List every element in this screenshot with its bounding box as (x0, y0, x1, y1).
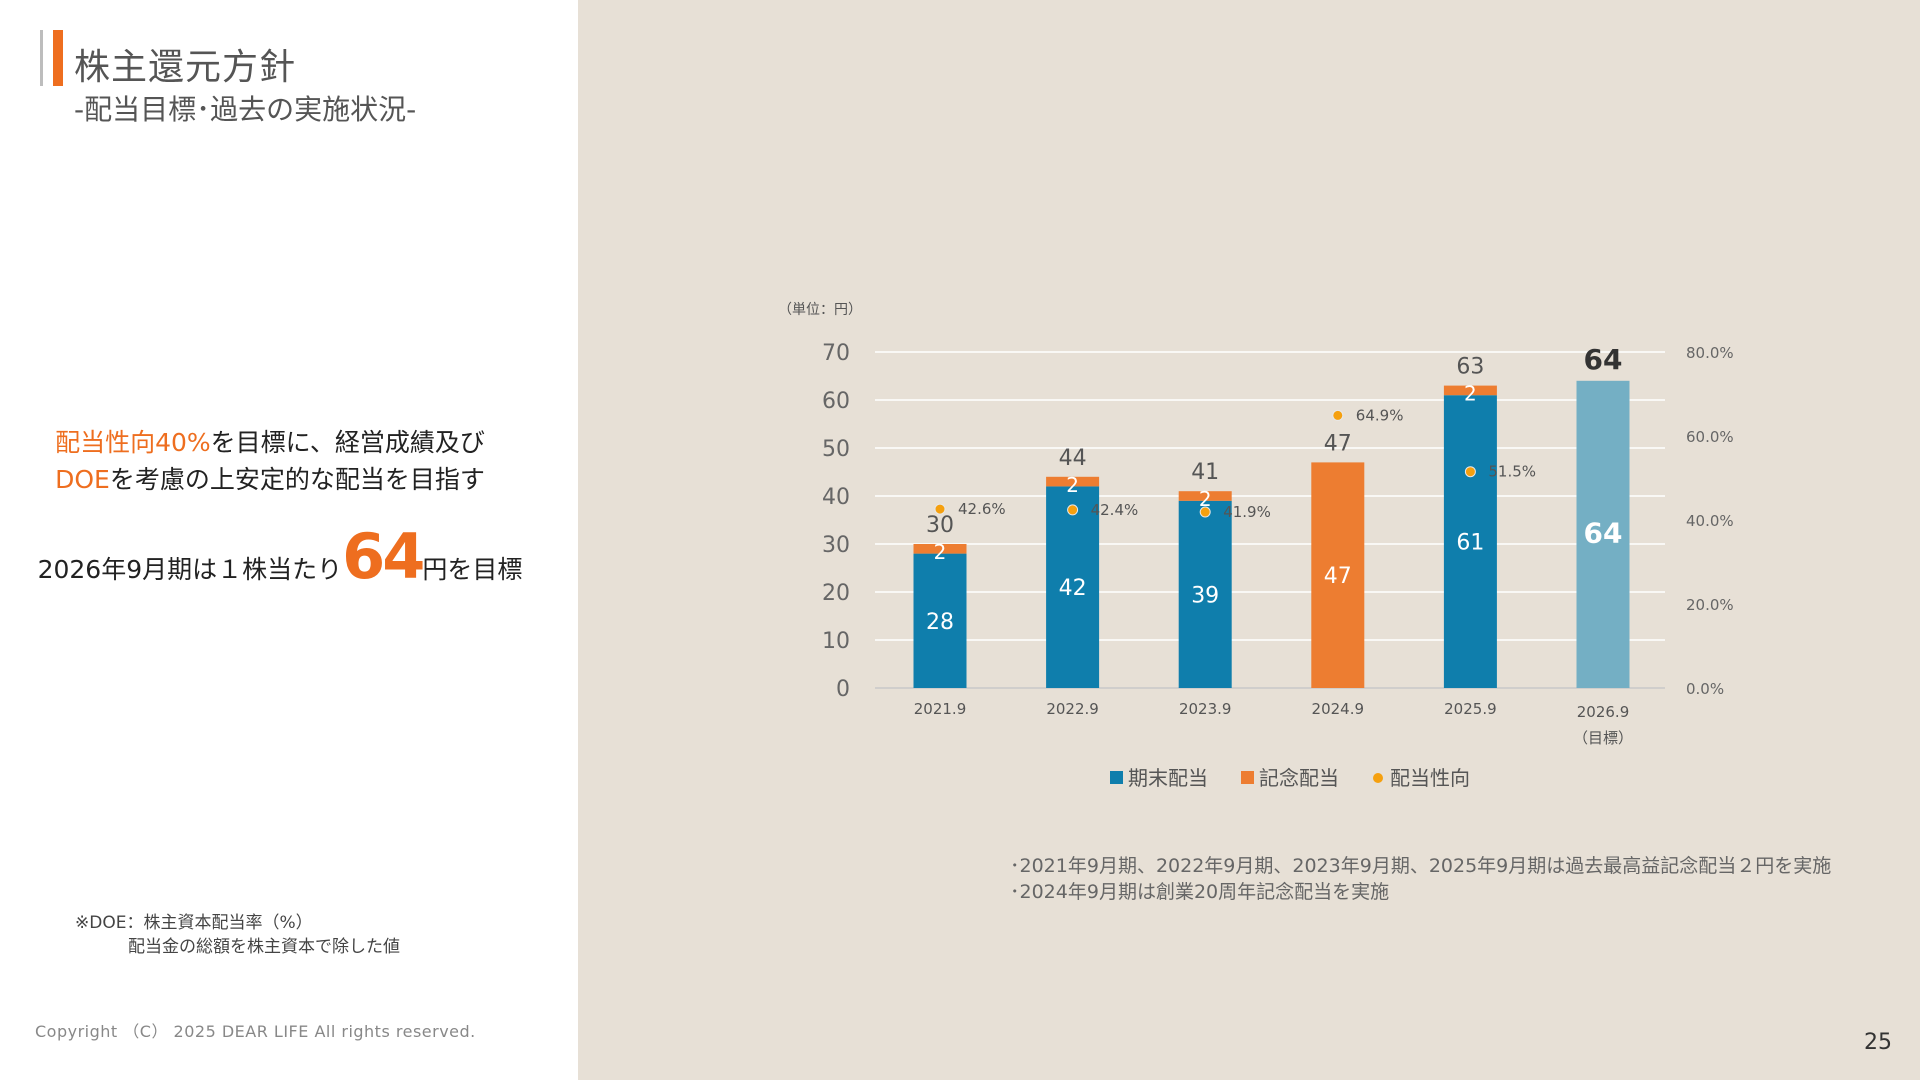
page-subtitle: -配当目標･過去の実施状況- (74, 93, 417, 126)
bar-year-end-label: 42 (1059, 576, 1087, 601)
bar-commemorative (1443, 385, 1497, 396)
dividend-target: 2026年9月期は１株当たり64円を目標 (0, 520, 560, 593)
y-tick-label: 30 (822, 533, 850, 558)
bar-commemorative (1311, 462, 1365, 688)
payout-ratio-label: 41.9% (1223, 503, 1271, 521)
bar-commemorative (1178, 491, 1232, 501)
x-tick-label: 2021.9 (914, 700, 967, 718)
payout-ratio-marker (934, 503, 946, 515)
policy-text-1: を目標に、経営成績及び (210, 428, 485, 457)
bar-year-end (1443, 395, 1497, 688)
page-number: 25 (1864, 1030, 1892, 1055)
bar-commemorative-label: 2 (1199, 487, 1212, 511)
bar-commemorative-label: 2 (1066, 473, 1079, 497)
bar-year-end (1046, 486, 1100, 688)
bar-year-end (1576, 380, 1630, 688)
chart-notes: ･2021年9月期、2022年9月期、2023年9月期、2025年9月期は過去最… (1010, 853, 1831, 905)
legend-swatch-payout (1373, 773, 1383, 783)
payout-ratio-marker (1199, 506, 1211, 518)
x-tick-label: 2022.9 (1046, 700, 1099, 718)
bar-commemorative (1046, 476, 1100, 487)
y-tick-label: 60 (822, 389, 850, 414)
policy-emphasis-doe: DOE (55, 465, 110, 494)
x-tick-label: 2025.9 (1444, 700, 1497, 718)
y2-tick-label: 80.0% (1686, 344, 1734, 362)
legend-swatch-commemorative (1241, 771, 1254, 784)
bar-total-label: 30 (926, 513, 954, 538)
page-title: 株主還元方針 (74, 47, 297, 88)
y2-tick-label: 40.0% (1686, 512, 1734, 530)
bar-total-label: 63 (1456, 355, 1484, 380)
bar-year-end-label: 39 (1191, 583, 1219, 608)
title-accent-thin (40, 30, 43, 86)
y2-tick-label: 0.0% (1686, 680, 1724, 698)
chart-note-1: ･2021年9月期、2022年9月期、2023年9月期、2025年9月期は過去最… (1010, 855, 1832, 877)
policy-emphasis-payout: 配当性向40% (55, 428, 211, 457)
target-suffix: 円を目標 (422, 555, 523, 584)
title-accent-bar (53, 30, 63, 86)
legend-swatch-year-end (1110, 771, 1123, 784)
x-tick-label: 2026.9 (1577, 703, 1630, 721)
unit-label: （単位：円） (778, 302, 862, 318)
x-tick-label: 2023.9 (1179, 700, 1232, 718)
policy-text-2: を考慮の上安定的な配当を目指す (109, 465, 485, 494)
bar-commemorative-label: 2 (1464, 382, 1477, 406)
y-tick-label: 10 (822, 629, 850, 654)
y-tick-label: 70 (822, 341, 850, 366)
payout-ratio-label: 42.4% (1091, 501, 1139, 519)
legend-label-year-end: 期末配当 (1128, 766, 1208, 790)
payout-ratio-label: 42.6% (958, 500, 1006, 518)
x-tick-sublabel: （目標） (1573, 729, 1633, 747)
payout-ratio-marker (1332, 409, 1344, 421)
chart-panel (578, 0, 1920, 1080)
bar-commemorative (913, 544, 967, 554)
bar-total-label: 41 (1191, 460, 1219, 485)
y-tick-label: 0 (836, 677, 850, 702)
bar-year-end-label: 61 (1456, 531, 1484, 556)
bar-total-label: 64 (1584, 343, 1623, 376)
bar-total-label: 47 (1324, 431, 1352, 456)
legend-label-commemorative: 記念配当 (1259, 766, 1339, 790)
bar-year-end (1178, 500, 1232, 688)
dividend-policy: 配当性向40%を目標に、経営成績及び DOEを考慮の上安定的な配当を目指す (0, 424, 540, 498)
copyright: Copyright （C） 2025 DEAR LIFE All rights … (35, 1022, 476, 1041)
y-tick-label: 20 (822, 581, 850, 606)
target-prefix: 2026年9月期は１株当たり (37, 555, 343, 584)
payout-ratio-label: 64.9% (1356, 406, 1404, 424)
payout-ratio-marker (1464, 466, 1476, 478)
bar-year-end (913, 553, 967, 688)
y-tick-label: 40 (822, 485, 850, 510)
bar-year-end-label: 64 (1584, 516, 1623, 549)
bar-commemorative-label: 2 (934, 540, 947, 564)
left-panel: 株主還元方針 -配当目標･過去の実施状況- 配当性向40%を目標に、経営成績及び… (0, 0, 578, 1080)
payout-ratio-marker (1067, 504, 1079, 516)
bar-year-end-label: 28 (926, 610, 954, 635)
doe-footnote: ※DOE：株主資本配当率（%） 配当金の総額を株主資本で除した値 (75, 911, 400, 959)
chart-note-2: ･2024年9月期は創業20周年記念配当を実施 (1010, 881, 1390, 903)
y-tick-label: 50 (822, 437, 850, 462)
x-tick-label: 2024.9 (1312, 700, 1365, 718)
y2-tick-label: 20.0% (1686, 596, 1734, 614)
target-value: 64 (342, 520, 425, 593)
payout-ratio-label: 51.5% (1488, 463, 1536, 481)
doe-footnote-line1: ※DOE：株主資本配当率（%） (75, 913, 313, 933)
bar-commemorative-label: 47 (1324, 564, 1352, 589)
y2-tick-label: 60.0% (1686, 428, 1734, 446)
bar-total-label: 44 (1059, 446, 1087, 471)
doe-footnote-line2: 配当金の総額を株主資本で除した値 (128, 937, 400, 957)
legend-label-payout: 配当性向 (1390, 766, 1470, 790)
